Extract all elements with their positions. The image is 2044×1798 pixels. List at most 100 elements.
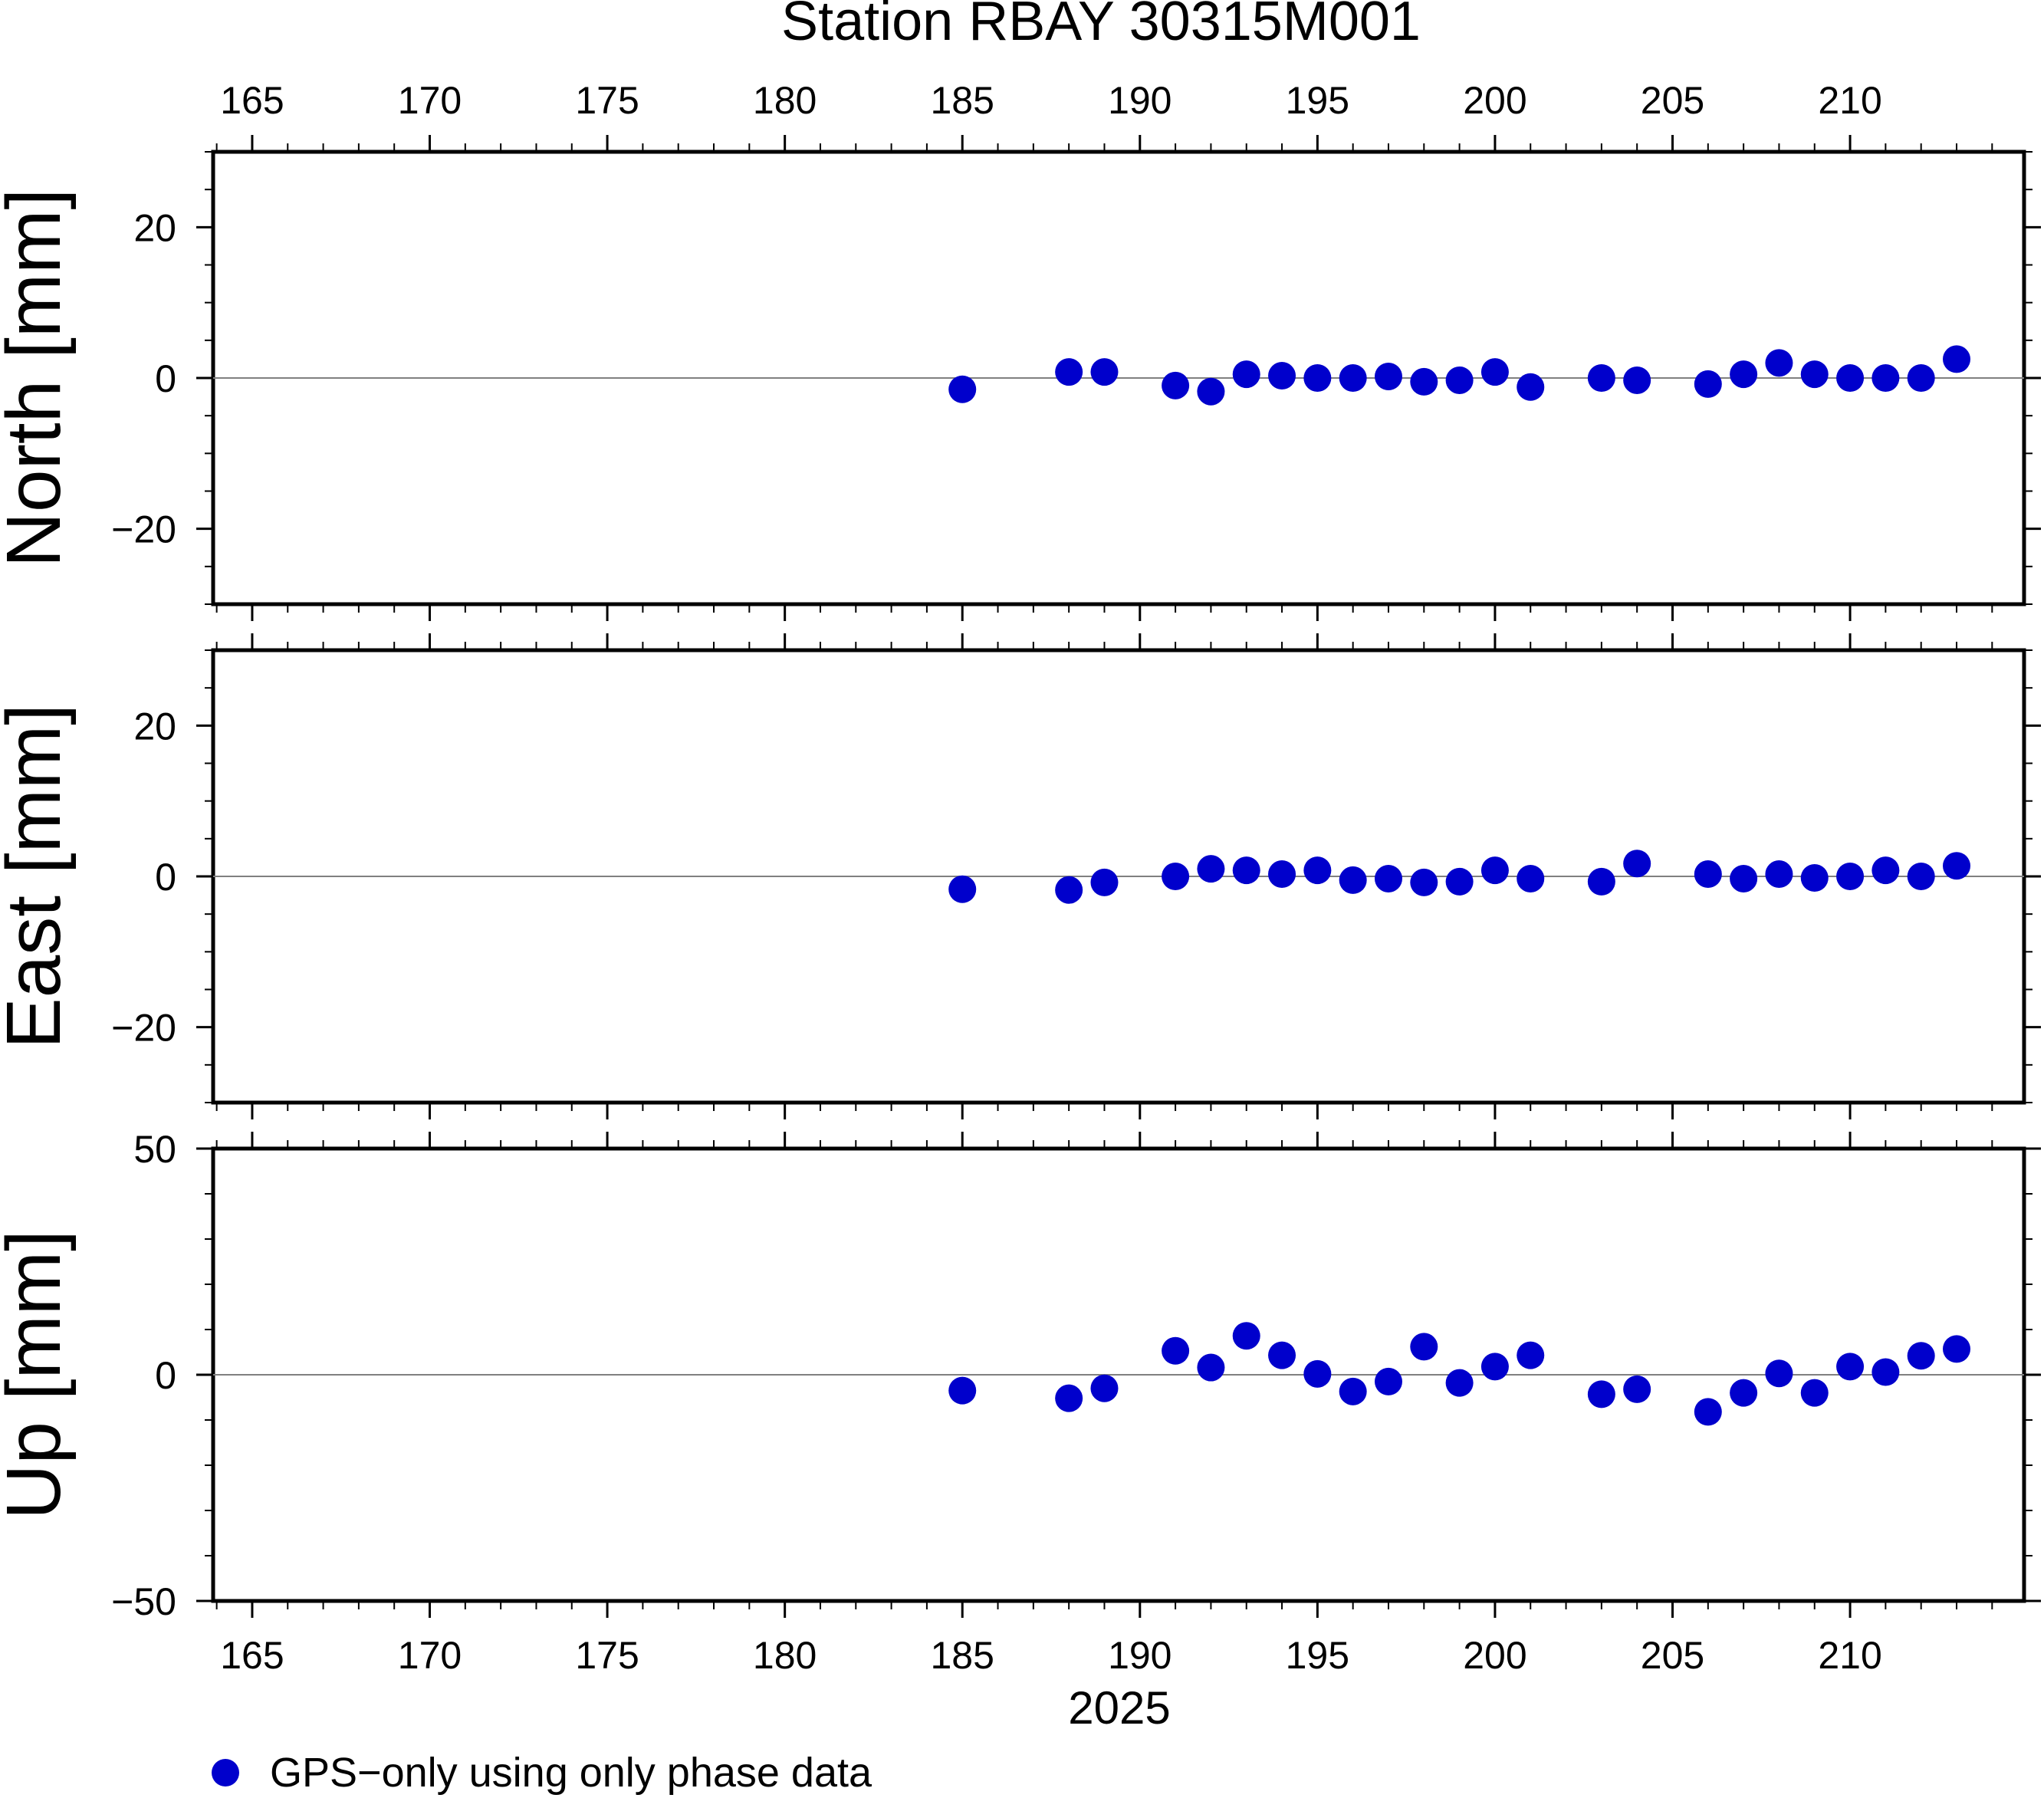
data-point — [1623, 366, 1651, 394]
data-point — [1836, 863, 1865, 890]
panel-up: −50 0 50 Up [mm] — [0, 1128, 2041, 1623]
data-point — [1871, 1358, 1900, 1386]
data-point — [1232, 360, 1260, 389]
data-point — [1943, 1335, 1971, 1363]
x-tick-label-bottom: 175 — [575, 1634, 639, 1677]
x-axis-title: 2025 — [1068, 1682, 1170, 1734]
data-point — [1907, 1342, 1935, 1370]
data-point — [1623, 1375, 1651, 1403]
data-point — [1162, 1336, 1190, 1365]
panel-east: −20 0 20 East [mm] — [0, 633, 2041, 1119]
y-tick-label: −20 — [111, 1007, 176, 1050]
x-tick-label-bottom: 200 — [1463, 1634, 1526, 1677]
data-point — [1374, 1367, 1402, 1395]
y-axis-title: East [mm] — [0, 704, 77, 1049]
data-point — [1090, 868, 1119, 896]
x-tick-label-top: 210 — [1818, 79, 1881, 122]
data-point — [1162, 863, 1190, 890]
data-point — [1090, 358, 1119, 386]
x-tick-label-bottom: 210 — [1818, 1634, 1881, 1677]
y-tick-label: 50 — [133, 1128, 176, 1171]
x-axis-top: 165 170 175 180 185 190 195 200 205 210 — [220, 79, 1882, 122]
data-point — [1587, 867, 1615, 896]
x-tick-label-top: 175 — [575, 79, 639, 122]
data-point — [1694, 1398, 1722, 1426]
data-point — [1339, 364, 1367, 392]
data-point — [1517, 373, 1545, 401]
data-point — [1303, 1359, 1332, 1388]
x-tick-label-bottom: 190 — [1108, 1634, 1172, 1677]
x-tick-label-top: 205 — [1641, 79, 1704, 122]
data-point — [1587, 1380, 1615, 1408]
data-point — [1480, 358, 1509, 386]
data-point — [1623, 850, 1651, 878]
data-point — [1871, 856, 1900, 885]
data-point — [1765, 860, 1793, 889]
data-point — [1943, 852, 1971, 880]
x-tick-label-bottom: 165 — [220, 1634, 284, 1677]
data-point — [1197, 855, 1225, 883]
data-point — [1800, 863, 1829, 892]
y-tick-label: 0 — [155, 1354, 176, 1397]
data-point — [1055, 1384, 1083, 1412]
x-tick-label-top: 200 — [1463, 79, 1526, 122]
data-point — [1836, 1353, 1865, 1381]
data-point — [1871, 364, 1900, 392]
data-point — [1907, 863, 1935, 890]
x-tick-label-top: 165 — [220, 79, 284, 122]
data-point — [1090, 1374, 1119, 1402]
data-point — [1268, 860, 1296, 889]
x-tick-label-top: 170 — [398, 79, 462, 122]
x-tick-label-bottom: 195 — [1286, 1634, 1349, 1677]
data-point — [1374, 864, 1402, 892]
data-point — [1197, 377, 1225, 406]
y-tick-label: 20 — [133, 206, 176, 249]
data-point — [1517, 1341, 1545, 1369]
data-point — [1480, 856, 1509, 885]
data-point — [1765, 1359, 1793, 1388]
y-tick-label: −50 — [111, 1580, 176, 1623]
data-point — [1943, 345, 1971, 373]
data-point — [1445, 867, 1474, 896]
x-tick-label-bottom: 205 — [1641, 1634, 1704, 1677]
data-point — [1836, 364, 1865, 392]
x-axis-bottom: 165 170 175 180 185 190 195 200 205 210 — [220, 1634, 1882, 1677]
data-point — [1162, 371, 1190, 399]
x-tick-label-top: 195 — [1286, 79, 1349, 122]
data-point — [1445, 366, 1474, 394]
x-tick-label-bottom: 185 — [931, 1634, 994, 1677]
x-tick-label-bottom: 170 — [398, 1634, 462, 1677]
data-point — [1410, 868, 1438, 896]
data-point — [948, 1376, 977, 1405]
data-point — [1907, 364, 1935, 392]
panel-north: −20 0 20 North [mm] — [0, 135, 2041, 621]
data-point — [1339, 866, 1367, 894]
data-point — [1694, 860, 1722, 889]
x-tick-label-top: 190 — [1108, 79, 1172, 122]
data-point — [948, 875, 977, 903]
data-point — [1055, 876, 1083, 904]
x-tick-label-top: 185 — [931, 79, 994, 122]
legend-marker — [212, 1759, 239, 1786]
data-point — [1232, 856, 1260, 885]
panels: −20 0 20 North [mm] −20 0 20 East [mm] −50 0 50 Up … — [0, 135, 2041, 1623]
data-point — [1410, 1333, 1438, 1361]
data-point — [1800, 1379, 1829, 1407]
data-point — [1445, 1369, 1474, 1397]
data-point — [1800, 360, 1829, 389]
data-point — [1232, 1322, 1260, 1350]
data-point — [1303, 856, 1332, 885]
y-axis-title: Up [mm] — [0, 1230, 77, 1520]
data-point — [1374, 363, 1402, 391]
data-point — [948, 375, 977, 403]
y-axis-title: North [mm] — [0, 189, 77, 567]
data-point — [1268, 1341, 1296, 1369]
data-point — [1730, 864, 1758, 892]
legend: GPS−only using only phase data — [212, 1750, 872, 1796]
data-point — [1517, 864, 1545, 892]
data-point — [1303, 364, 1332, 392]
y-tick-label: 0 — [155, 856, 176, 899]
chart-title: Station RBAY 30315M001 — [781, 0, 1421, 52]
y-tick-label: −20 — [111, 508, 176, 551]
